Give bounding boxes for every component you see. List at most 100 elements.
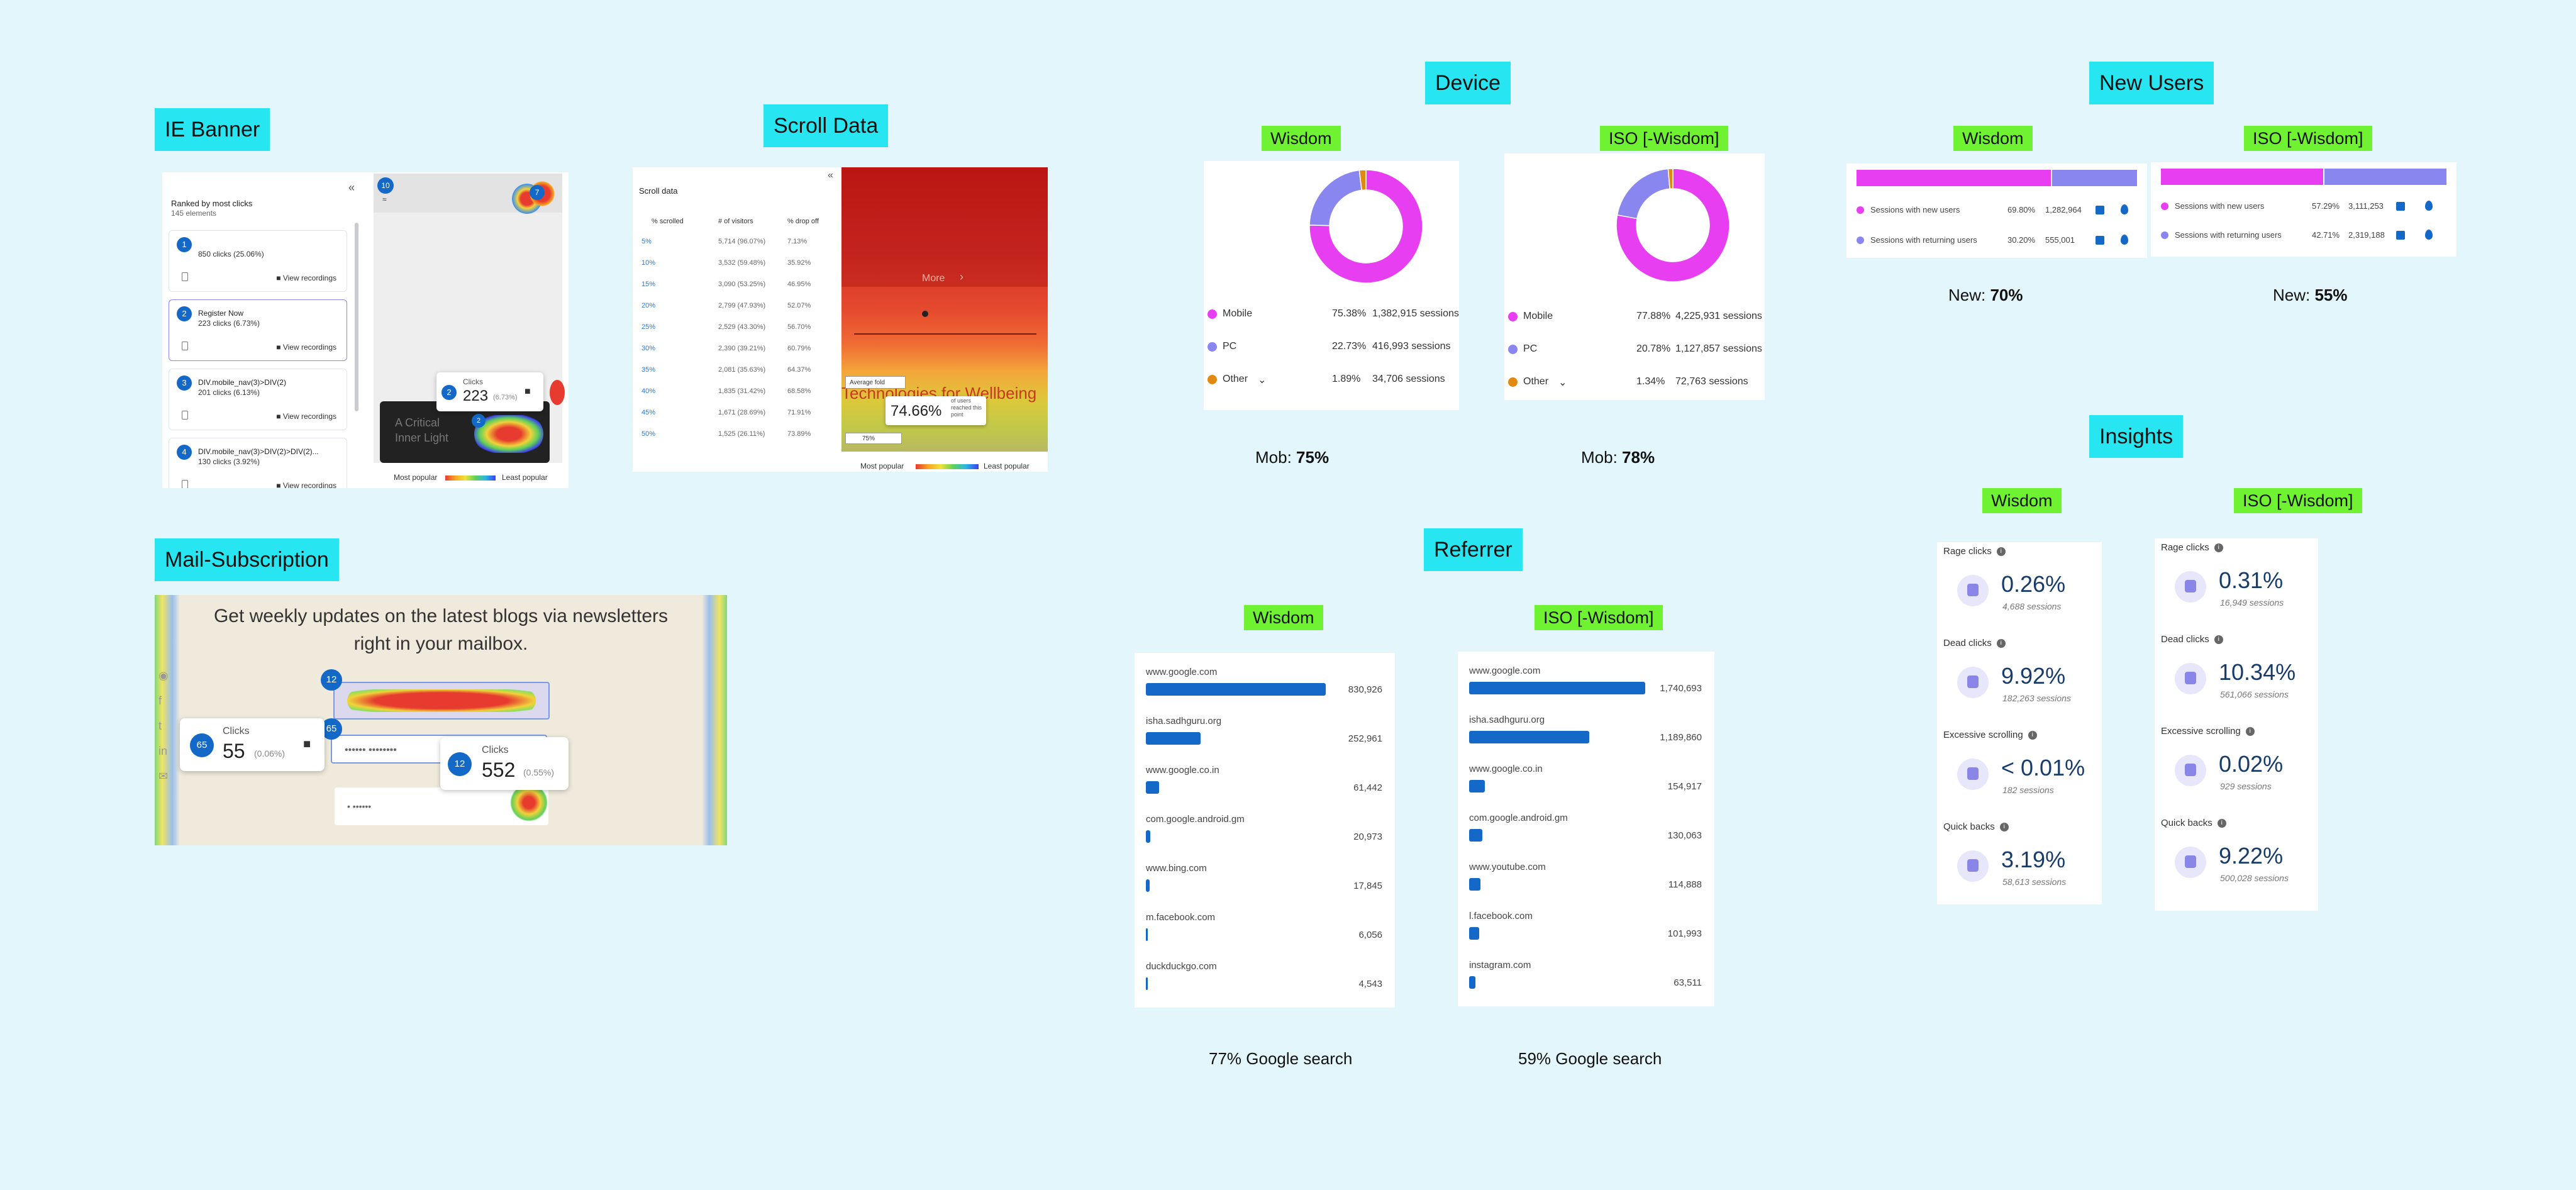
quick-back-icon [2175, 847, 2206, 878]
recording-icon[interactable] [2396, 231, 2405, 240]
scroll-table: Scroll data « % scrolled # of visitors %… [633, 167, 840, 472]
collapse-icon[interactable]: « [828, 170, 833, 181]
quick-back-icon [1957, 850, 1989, 882]
email-icon[interactable]: ✉ [158, 770, 169, 782]
table-row: 50% 1,525 (26.11%) 73.89% [641, 430, 811, 438]
insight-quick-backs[interactable]: Quick backs i 3.19% 58,613 sessions [1943, 821, 2094, 904]
insight-sessions: 929 sessions [2220, 781, 2272, 791]
recording-icon[interactable] [2396, 202, 2405, 211]
recording-icon[interactable]: ■ [525, 386, 531, 397]
referrer-row[interactable]: duckduckgo.com 4,543 [1146, 961, 1382, 1008]
device-row-pc[interactable]: PC 20.78% 1,127,857 sessions [1504, 337, 1765, 362]
new-users-bar [2161, 169, 2446, 185]
referrer-value: 114,888 [1668, 879, 1702, 890]
chevron-right-icon[interactable]: › [960, 270, 963, 283]
new-users-iso-caption: New: 55% [2273, 286, 2348, 304]
view-recordings-link[interactable]: ■ View recordings [276, 481, 336, 488]
device-row-other[interactable]: Other ⌄ 1.34% 72,763 sessions [1504, 370, 1765, 395]
referrer-row[interactable]: www.youtube.com 114,888 [1469, 862, 1702, 911]
heatmap-icon[interactable] [2425, 201, 2433, 211]
chevron-down-icon[interactable]: ⌄ [1258, 375, 1267, 386]
device-row-pc[interactable]: PC 22.73% 416,993 sessions [1204, 335, 1459, 360]
donut-slice-pc [1309, 169, 1362, 226]
donut-slice-other [1358, 169, 1367, 191]
referrer-row[interactable]: www.google.co.in 154,917 [1469, 764, 1702, 813]
linkedin-icon[interactable]: in [158, 745, 168, 757]
referrer-name: l.facebook.com [1469, 911, 1533, 921]
new-users-row: Sessions with new users 69.80% 1,282,964 [1857, 201, 2137, 220]
referrer-row[interactable]: com.google.android.gm 130,063 [1469, 813, 1702, 862]
view-recordings-link[interactable]: ■ View recordings [276, 343, 336, 352]
row-count: 1,282,964 [2045, 205, 2082, 214]
insight-rage-clicks[interactable]: Rage clicks i 0.26% 4,688 sessions [1943, 546, 2094, 639]
recording-icon: ■ [276, 481, 283, 488]
insight-quick-backs[interactable]: Quick backs i 9.22% 500,028 sessions [2161, 818, 2312, 911]
legend-dot [2161, 203, 2168, 210]
recording-icon[interactable]: ■ [303, 737, 311, 751]
view-recordings-link[interactable]: ■ View recordings [276, 274, 336, 282]
heatmap-icon[interactable] [2121, 204, 2128, 214]
ranked-list-item[interactable]: 2 Register Now 223 clicks (6.73%) ■ View re… [169, 299, 347, 361]
referrer-bar [1469, 829, 1482, 842]
referrer-row[interactable]: isha.sadhguru.org 1,189,860 [1469, 715, 1702, 764]
referrer-row[interactable]: www.google.com 830,926 [1146, 667, 1382, 716]
referrer-row[interactable]: l.facebook.com 101,993 [1469, 911, 1702, 960]
recording-icon[interactable] [2096, 206, 2104, 214]
insight-sessions: 561,066 sessions [2220, 689, 2289, 699]
scrollbar[interactable] [355, 223, 358, 411]
heatmap-icon[interactable] [2121, 235, 2128, 245]
view-recordings-link[interactable]: ■ View recordings [276, 412, 336, 421]
name-field[interactable] [333, 682, 550, 720]
whatsapp-icon[interactable]: ◉ [158, 669, 169, 682]
info-icon[interactable]: i [2028, 731, 2037, 740]
referrer-row[interactable]: m.facebook.com 6,056 [1146, 912, 1382, 961]
collapse-icon[interactable]: « [348, 181, 355, 194]
info-icon[interactable]: i [2217, 819, 2226, 828]
referrer-bar [1469, 976, 1476, 989]
referrer-row[interactable]: www.google.co.in 61,442 [1146, 765, 1382, 814]
referrer-name: www.bing.com [1146, 863, 1207, 874]
referrer-row[interactable]: instagram.com 63,511 [1469, 960, 1702, 1006]
referrer-row[interactable]: isha.sadhguru.org 252,961 [1146, 716, 1382, 765]
insight-excessive-scrolling[interactable]: Excessive scrolling i < 0.01% 182 sessions [1943, 730, 2094, 823]
row-pct: 42.71% [2312, 230, 2340, 240]
chevron-down-icon[interactable]: ⌄ [1558, 377, 1567, 388]
referrer-row[interactable]: www.bing.com 17,845 [1146, 863, 1382, 912]
recording-icon[interactable] [2096, 236, 2104, 245]
insight-excessive-scrolling[interactable]: Excessive scrolling i 0.02% 929 sessions [2161, 726, 2312, 819]
info-icon[interactable]: i [1996, 639, 2006, 648]
referrer-row[interactable]: com.google.android.gm 20,973 [1146, 814, 1382, 863]
device-row-mobile[interactable]: Mobile 77.88% 4,225,931 sessions [1504, 304, 1765, 330]
referrer-name: instagram.com [1469, 960, 1531, 970]
new-users-row: Sessions with returning users 30.20% 555,0… [1857, 231, 2137, 250]
ranked-list-item[interactable]: 1 850 clicks (25.06%) ■ View recordings [169, 230, 347, 292]
newsletter-headline: Get weekly updates on the latest blogs v… [213, 606, 669, 654]
referrer-row[interactable]: www.google.com 1,740,693 [1469, 665, 1702, 715]
device-name: Other [1223, 374, 1248, 384]
phone-icon [182, 411, 188, 420]
more-link[interactable]: More [922, 273, 945, 284]
legend-dot [1508, 377, 1518, 387]
ie-banner-image[interactable]: A Critical Inner Light 2 [380, 401, 550, 463]
device-row-mobile[interactable]: Mobile 75.38% 1,382,915 sessions [1204, 302, 1459, 327]
twitter-icon[interactable]: t [158, 720, 162, 732]
info-icon[interactable]: i [2245, 727, 2255, 737]
insight-dead-clicks[interactable]: Dead clicks i 10.34% 561,066 sessions [2161, 634, 2312, 727]
element-clicks: 850 clicks (25.06%) [198, 250, 264, 259]
info-icon[interactable]: i [2214, 543, 2223, 553]
element-name: DIV.mobile_nav(3)>DIV(2)>DIV(2)... [198, 447, 319, 456]
device-row-other[interactable]: Other ⌄ 1.89% 34,706 sessions [1204, 367, 1459, 392]
ranked-list-item[interactable]: 3 DIV.mobile_nav(3)>DIV(2) 201 clicks (6.1… [169, 369, 347, 430]
info-icon[interactable]: i [2214, 635, 2223, 645]
facebook-icon[interactable]: f [158, 694, 162, 707]
ranked-list-item[interactable]: 4 DIV.mobile_nav(3)>DIV(2)>DIV(2)... 130 c… [169, 438, 347, 488]
clicks-tooltip: 12 Clicks 552 (0.55%) [440, 737, 569, 790]
insight-rage-clicks[interactable]: Rage clicks i 0.31% 16,949 sessions [2161, 542, 2312, 635]
info-icon[interactable]: i [1996, 547, 2006, 557]
heatmap-icon[interactable] [2425, 230, 2433, 240]
insight-dead-clicks[interactable]: Dead clicks i 9.92% 182,263 sessions [1943, 638, 2094, 731]
referrer-name: www.google.com [1469, 665, 1541, 676]
info-icon[interactable]: i [1999, 823, 2009, 832]
legend-dot [1208, 375, 1217, 384]
device-name: PC [1223, 341, 1237, 352]
